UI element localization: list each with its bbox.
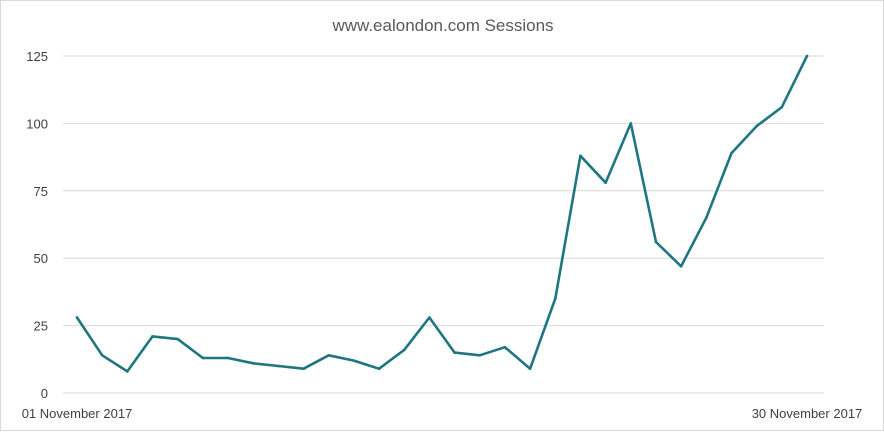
data-point-2017-11-14	[402, 348, 406, 352]
y-tick-label-50: 50	[34, 251, 48, 266]
data-point-2017-11-19	[528, 367, 532, 371]
y-axis-tick-labels: 0 25 50 75 100 125	[26, 49, 48, 401]
series-line-0	[75, 54, 809, 373]
y-tick-label-0: 0	[41, 386, 48, 401]
data-point-2017-11-10	[302, 367, 305, 371]
x-tick-label-end: 30 November 2017	[752, 406, 863, 421]
data-point-2017-11-28	[755, 124, 758, 128]
data-point-2017-11-11	[327, 353, 331, 357]
data-point-2017-11-04	[151, 335, 154, 338]
data-point-2017-11-13	[377, 367, 381, 371]
x-axis-tick-labels: 01 November 2017 30 November 2017	[22, 406, 863, 421]
data-point-2017-11-25	[679, 264, 683, 268]
x-tick-label-start: 01 November 2017	[22, 406, 133, 421]
gridlines	[63, 55, 824, 394]
data-point-2017-11-09	[277, 364, 280, 368]
data-point-2017-11-01	[75, 316, 79, 319]
data-point-2017-11-02	[100, 353, 104, 357]
data-point-2017-11-17	[478, 353, 482, 357]
data-point-2017-11-03	[126, 370, 129, 373]
data-point-2017-11-05	[176, 337, 179, 341]
chart-title: www.ealondon.com Sessions	[331, 16, 553, 35]
data-point-2017-11-20	[553, 297, 557, 300]
data-point-2017-11-26	[705, 216, 708, 220]
y-tick-label-75: 75	[34, 184, 48, 199]
data-point-2017-11-15	[428, 316, 431, 319]
data-point-2017-11-22	[604, 181, 607, 185]
data-point-2017-11-18	[503, 345, 507, 349]
data-point-2017-11-29	[780, 105, 784, 109]
y-tick-label-25: 25	[34, 319, 48, 334]
data-point-2017-11-30	[805, 54, 809, 58]
y-tick-label-125: 125	[26, 49, 48, 64]
data-point-2017-11-16	[453, 351, 456, 354]
data-point-2017-11-27	[730, 151, 733, 155]
data-point-2017-11-08	[251, 362, 255, 365]
y-tick-label-100: 100	[26, 116, 48, 131]
data-point-2017-11-12	[352, 359, 356, 362]
data-point-2017-11-06	[201, 356, 205, 360]
data-point-2017-11-21	[579, 154, 582, 158]
data-point-2017-11-07	[226, 356, 230, 360]
series-layer	[75, 54, 809, 373]
data-point-2017-11-23	[629, 122, 633, 125]
data-point-2017-11-24	[654, 240, 658, 244]
